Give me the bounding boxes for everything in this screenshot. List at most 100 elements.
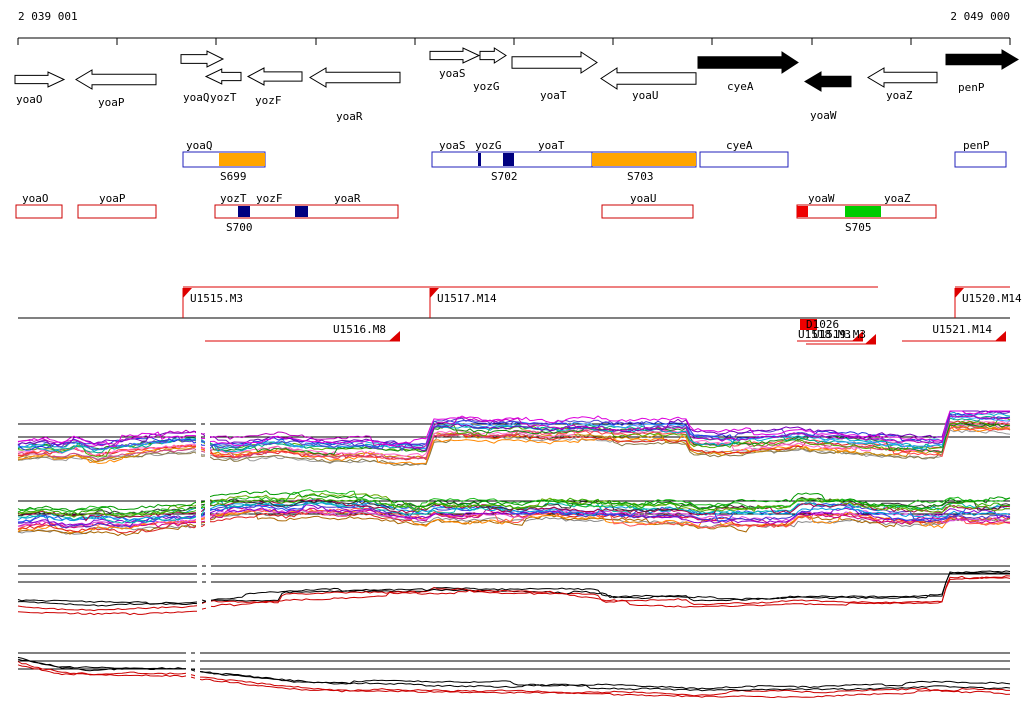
segment-box[interactable] [954,151,1007,168]
expression-series [17,656,1011,690]
segment-gene-label: yozG [475,139,502,152]
expression-series [17,415,1011,451]
segment-gene-label: cyeA [726,139,753,152]
axis-break-marker [197,557,202,623]
segment-id-label: S703 [627,170,654,183]
segment-fill [295,206,308,217]
axis-break-marker [186,642,191,714]
probe-end-flag-icon[interactable] [995,331,1006,341]
gene-arrow-yozF[interactable] [246,67,303,86]
gene-label: yoaW [810,109,837,122]
probe-label[interactable]: U1521.M14 [932,323,992,336]
segment-box[interactable] [699,151,789,168]
expression-panel-b [17,486,1011,550]
probe-end-flag-icon[interactable] [865,334,876,344]
gene-label: yozG [473,80,500,93]
gene-label: yoaR [336,110,363,123]
probe-label[interactable]: U1515.M3 [190,292,243,305]
expression-series [17,575,1011,612]
expression-panel-a [17,408,1011,474]
probe-label[interactable]: U1517.M14 [437,292,497,305]
segment-gene-label: yozF [256,192,283,205]
segment-box[interactable] [601,204,694,219]
expression-series [17,415,1011,449]
expression-series [17,426,1011,460]
gene-label: cyeA [727,80,754,93]
segment-gene-label: yoaU [630,192,657,205]
gene-arrow-yoaQ[interactable] [180,50,225,68]
gene-arrow-yoaR[interactable] [309,67,401,88]
expression-series [17,507,1011,528]
gene-label: yozF [255,94,282,107]
gene-arrow-yozG[interactable] [479,47,507,64]
gene-arrow-yoaO[interactable] [14,71,66,88]
probe-label[interactable]: U1518.M3 [798,328,851,341]
segment-id-label: S700 [226,221,253,234]
gene-arrow-yoaW[interactable] [804,71,852,92]
segment-id-label: S699 [220,170,247,183]
gene-arrow-yoaT[interactable] [511,51,598,74]
expression-series [17,509,1011,537]
segment-box[interactable] [15,204,63,219]
segment-fill [503,153,514,166]
segment-fill [238,206,250,217]
segment-box[interactable] [77,204,157,219]
segment-fill [592,153,696,166]
gene-label: yoaS [439,67,466,80]
axis-break-marker [205,486,210,550]
probe-label[interactable]: U1519.M3 [813,328,866,341]
axis-break-marker [196,486,201,550]
gene-label: yoaP [98,96,125,109]
ruler-start-label: 2 039 001 [18,10,78,23]
gene-label: yoaQ [183,91,210,104]
segment-gene-label: yoaW [808,192,835,205]
expression-panel-d [17,642,1011,714]
segment-gene-label: yoaS [439,139,466,152]
expression-series [17,410,1011,452]
segment-id-label: S705 [845,221,872,234]
expression-panel-c [17,557,1011,623]
gene-label: yoaO [16,93,43,106]
expression-series [17,572,1011,606]
gene-arrow-yozT[interactable] [204,68,242,85]
segment-gene-label: penP [963,139,990,152]
gene-label: penP [958,81,985,94]
gene-label: yoaZ [886,89,913,102]
ruler-end-label: 2 049 000 [950,10,1010,23]
gene-arrow-yoaS[interactable] [429,47,481,64]
expression-series [17,661,1010,697]
probe-label[interactable]: U1516.M8 [333,323,386,336]
axis-break-marker [195,642,200,714]
segment-gene-label: yoaO [22,192,49,205]
segment-gene-label: yoaR [334,192,361,205]
gene-label: yoaT [540,89,567,102]
gene-arrow-yoaU[interactable] [600,67,697,90]
axis-break-marker [205,408,210,474]
probe-end-flag-icon[interactable] [389,331,400,341]
segment-fill [845,206,881,217]
probe-end-flag-icon[interactable] [852,331,863,341]
probe-label[interactable]: D1026 [806,318,839,331]
axis-break-marker [196,408,201,474]
gene-arrow-yoaZ[interactable] [867,67,938,88]
probe-box-marker[interactable] [800,319,817,330]
axis-break-marker [206,557,211,623]
gene-arrow-penP[interactable] [945,49,1019,70]
segment-fill [797,206,808,217]
expression-series [17,418,1011,457]
expression-series [17,426,1011,466]
gene-arrow-cyeA[interactable] [697,51,799,74]
segment-gene-label: yoaZ [884,192,911,205]
probe-flag-icon[interactable] [955,288,964,298]
segment-gene-label: yoaT [538,139,565,152]
segment-id-label: S702 [491,170,518,183]
gene-arrow-yoaP[interactable] [75,69,157,90]
probe-label[interactable]: U1520.M14 [962,292,1022,305]
probe-flag-icon[interactable] [183,288,192,298]
expression-series [17,658,1011,692]
probe-flag-icon[interactable] [430,288,439,298]
segment-fill [478,153,481,166]
expression-series [17,664,1011,699]
